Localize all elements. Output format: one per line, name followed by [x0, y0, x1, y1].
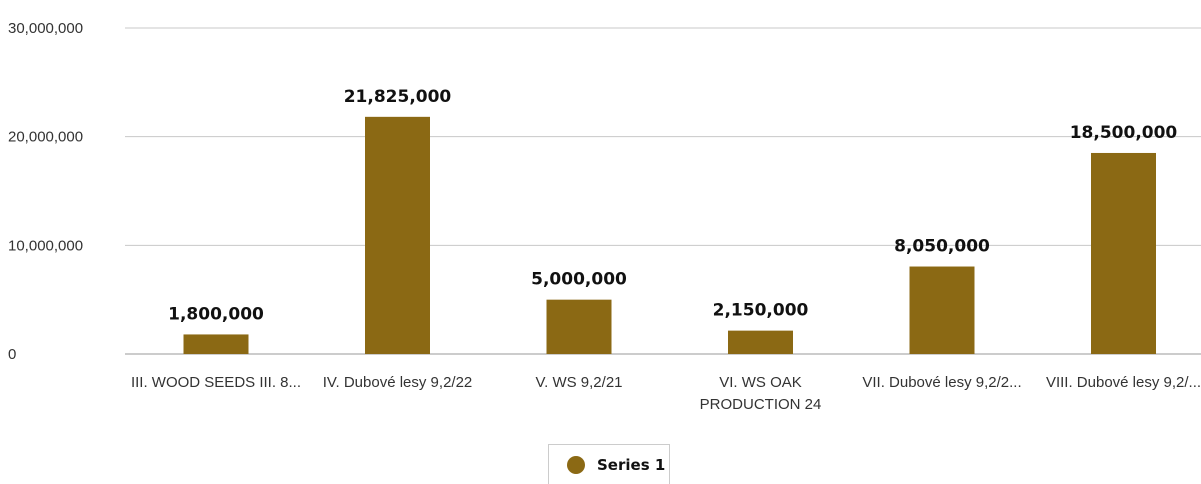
category-label: IV. Dubové lesy 9,2/22 [323, 374, 473, 391]
data-label: 5,000,000 [531, 270, 627, 290]
bar[interactable] [183, 334, 249, 354]
data-label: 1,800,000 [168, 304, 264, 324]
data-labels: 1,800,000 21,825,000 5,000,000 2,150,000 8,0… [168, 87, 1177, 325]
gridlines [125, 27, 1201, 355]
bar[interactable] [909, 266, 975, 354]
data-label: 2,150,000 [713, 301, 809, 321]
bar[interactable] [1091, 152, 1156, 354]
data-label: 21,825,000 [344, 87, 452, 107]
category-label: VIII. Dubové lesy 9,2/... [1046, 374, 1201, 391]
legend-label: Series 1 [597, 455, 666, 474]
data-label: 8,050,000 [894, 237, 990, 257]
legend-swatch-icon [567, 455, 585, 474]
category-label: VI. WS OAK PRODUCTION 24 [700, 374, 822, 413]
category-label: V. WS 9,2/21 [536, 374, 623, 391]
y-axis-ticks: 0 10,000,000 20,000,000 30,000,000 [8, 20, 83, 363]
data-label: 18,500,000 [1070, 123, 1178, 143]
bar[interactable] [546, 299, 612, 354]
category-label: VII. Dubové lesy 9,2/2... [862, 374, 1021, 391]
y-tick-label: 0 [8, 346, 16, 363]
category-label: III. WOOD SEEDS III. 8... [131, 374, 301, 391]
bars [183, 116, 1156, 355]
x-axis-categories: III. WOOD SEEDS III. 8... IV. Dubové lesy… [131, 374, 1201, 413]
bar[interactable] [728, 330, 793, 354]
y-tick-label: 20,000,000 [8, 129, 83, 146]
legend[interactable]: Series 1 [548, 444, 670, 484]
bar[interactable] [365, 116, 430, 355]
y-tick-label: 30,000,000 [8, 20, 83, 37]
y-tick-label: 10,000,000 [8, 237, 83, 254]
